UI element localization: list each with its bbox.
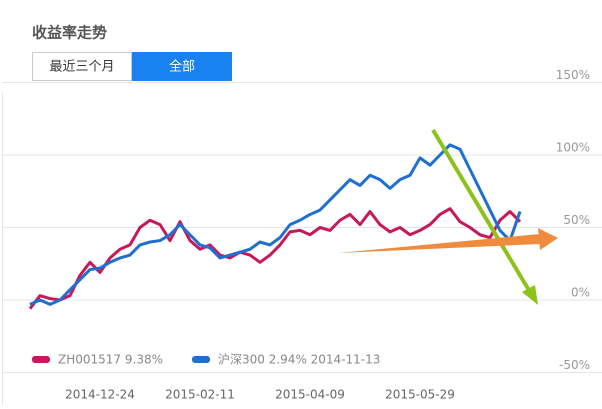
annotation-arrows xyxy=(338,128,558,305)
y-tick-label: 0% xyxy=(571,286,590,300)
tab-label[interactable]: 全部 xyxy=(169,59,195,75)
page-title: 收益率走势 xyxy=(32,24,107,42)
tab-label[interactable]: 最近三个月 xyxy=(49,60,114,75)
x-tick-label: 2014-12-24 xyxy=(65,388,135,402)
x-tick-label: 2015-05-29 xyxy=(385,388,455,402)
plot: 150% 100% 50% 0% -50% 2014-12-24 2015-02-11 201… xyxy=(2,68,602,402)
tab-button-active[interactable] xyxy=(132,52,232,81)
legend-label: ZH001517 9.38% xyxy=(58,353,163,367)
orange-arrow xyxy=(338,234,540,253)
x-tick-label: 2015-02-11 xyxy=(165,388,235,402)
green-arrowhead xyxy=(522,285,538,305)
y-tick-label: 100% xyxy=(556,141,590,155)
legend-swatch xyxy=(32,356,50,363)
y-tick-label: 50% xyxy=(563,213,590,227)
y-tick-label: 150% xyxy=(556,68,590,82)
series-line xyxy=(29,143,522,306)
tab-button[interactable] xyxy=(32,52,132,81)
orange-arrowhead xyxy=(538,228,558,250)
green-arrow xyxy=(431,128,532,294)
y-tick-label: -50% xyxy=(559,358,590,372)
legend-swatch xyxy=(192,356,210,363)
x-tick-label: 2015-04-09 xyxy=(275,388,345,402)
legend-label: 沪深300 2.94% 2014-11-13 xyxy=(218,353,380,367)
series-line xyxy=(28,207,522,310)
